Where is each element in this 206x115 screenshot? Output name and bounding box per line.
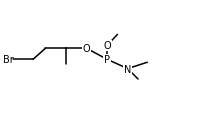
- Text: O: O: [103, 41, 110, 51]
- Text: Br: Br: [3, 55, 13, 65]
- Text: N: N: [123, 64, 131, 74]
- Text: O: O: [82, 44, 90, 54]
- Text: P: P: [104, 55, 110, 65]
